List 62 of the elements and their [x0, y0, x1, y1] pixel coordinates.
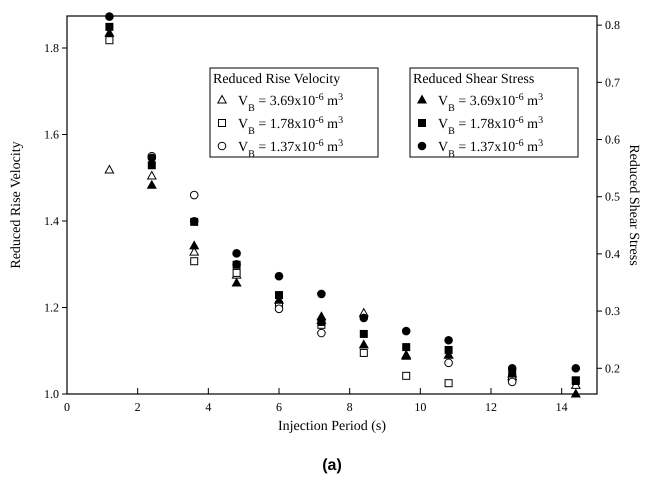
legend-label: V$_{B}$ = 1.78x10$^{-6}$ m$^{3}$ [238, 114, 344, 136]
x-tick-label: 8 [346, 400, 353, 414]
y-tick-label: 1.2 [44, 300, 59, 314]
point [148, 161, 156, 170]
point [104, 164, 114, 174]
point [317, 328, 326, 338]
point [232, 278, 242, 287]
point [444, 336, 453, 345]
y2-axis-title: Reduced Shear Stress [626, 144, 641, 266]
y2-tick-label: 0.8 [605, 18, 620, 32]
x-tick-label: 0 [64, 400, 70, 414]
point [105, 36, 114, 44]
point [190, 257, 198, 266]
y2-tick-label: 0.2 [605, 361, 620, 376]
point [571, 389, 580, 398]
x-tick-label: 10 [414, 400, 426, 414]
legend-label: V$_{B}$ = 3.69x10$^{-6}$ m$^{3}$ [438, 92, 544, 114]
point [190, 190, 198, 200]
point [444, 346, 453, 354]
y-tick-label: 1.8 [44, 41, 59, 56]
y2-tick-label: 0.7 [605, 75, 620, 90]
point [360, 330, 368, 338]
y-tick-label: 1.4 [44, 214, 59, 228]
point [275, 291, 283, 300]
point [402, 343, 410, 352]
point [317, 290, 326, 298]
point [105, 12, 114, 21]
y2-tick-label: 0.6 [605, 132, 620, 147]
point [508, 378, 516, 386]
x-axis-title: Injection Period (s) [278, 419, 386, 434]
y2-tick-label: 0.3 [605, 304, 620, 318]
legend-label: V$_{B}$ = 3.69x10$^{-6}$ m$^{3}$ [238, 92, 344, 114]
legend-label: V$_{B}$ = 1.78x10$^{-6}$ m$^{3}$ [438, 114, 544, 136]
point [147, 180, 156, 189]
x-tick-label: 6 [276, 400, 282, 414]
y-axis-title: Reduced Rise Velocity [9, 141, 24, 269]
x-tick-label: 2 [134, 400, 141, 414]
point [317, 318, 326, 326]
y2-tick-label: 0.5 [605, 190, 620, 204]
text: (a) [322, 457, 342, 474]
point [147, 171, 156, 180]
x-tick-label: 14 [556, 400, 568, 414]
annotation: Reduced Rise Velocity [213, 72, 340, 87]
point [274, 304, 284, 314]
point [232, 249, 241, 258]
point [360, 348, 368, 357]
point [444, 379, 453, 388]
point [274, 272, 284, 280]
y-tick-label: 1.6 [44, 128, 59, 142]
point [444, 358, 453, 368]
point [402, 372, 410, 380]
point [359, 340, 368, 348]
x-tick-label: 4 [205, 400, 212, 414]
y2-tick-label: 0.4 [605, 246, 620, 261]
point [360, 314, 368, 322]
point [105, 22, 114, 31]
point [572, 364, 580, 373]
annotation: Reduced Shear Stress [413, 72, 534, 87]
x-tick-label: 12 [485, 400, 497, 414]
point [402, 326, 410, 336]
y-tick-label: 1.0 [44, 387, 59, 401]
point [190, 240, 199, 250]
